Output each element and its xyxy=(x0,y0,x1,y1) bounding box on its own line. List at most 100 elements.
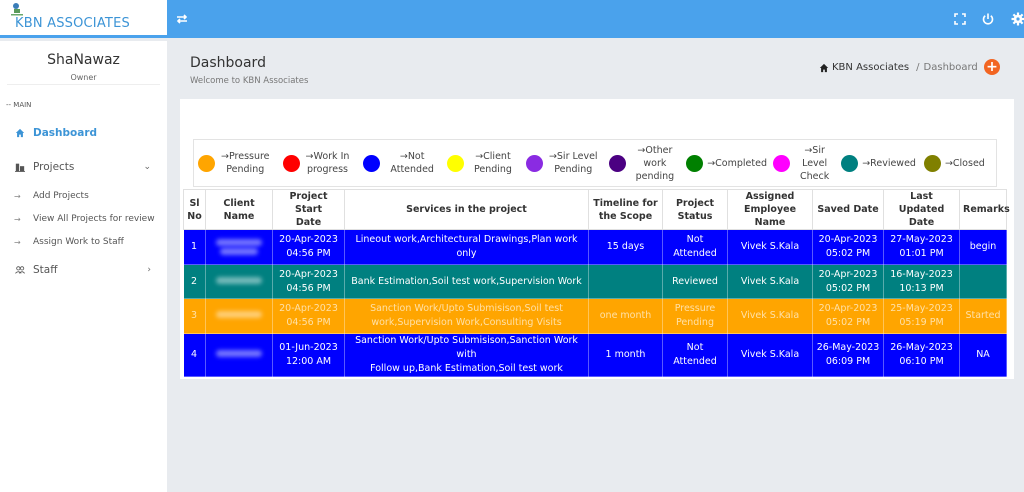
legend-label: →Pressure xyxy=(221,151,270,162)
column-header-project-status[interactable]: Project Status xyxy=(662,189,728,230)
sidebar-item-dashboard[interactable]: Dashboard xyxy=(0,123,167,143)
cell-sl-no: 1 xyxy=(183,229,206,265)
settings-gear-icon[interactable] xyxy=(1011,12,1024,26)
brand-name: KBN ASSOCIATES xyxy=(15,16,130,31)
cell-services: Sanction Work/Upto Submisison,Sanction W… xyxy=(344,333,589,377)
legend-label: →Completed xyxy=(707,157,767,169)
status-legend: →Pressure Pending →Work In progress →Not At… xyxy=(193,139,997,187)
status-dot-icon xyxy=(282,154,300,172)
power-icon[interactable] xyxy=(981,12,995,26)
sidebar-subitem-label: Assign Work to Staff xyxy=(33,237,124,247)
status-dot-icon xyxy=(923,154,941,172)
legend-label: Level xyxy=(802,157,828,169)
column-header-last-updated[interactable]: Last Updated Date xyxy=(883,189,960,230)
sidebar-item-projects[interactable]: Projects ⌄ xyxy=(0,157,167,177)
users-icon xyxy=(14,264,26,276)
cell-services: Bank Estimation,Soil test work,Supervisi… xyxy=(344,264,589,299)
legend-item-sir-level-pending: →Sir Level Pending xyxy=(525,150,598,176)
sidebar-item-staff[interactable]: Staff › xyxy=(0,260,167,280)
status-dot-icon xyxy=(772,154,790,172)
cell-status: Pressure Pending xyxy=(662,298,728,334)
legend-item-other-work-pending: →Other work pending xyxy=(608,144,675,183)
sidebar-subitem-assign-work[interactable]: → Assign Work to Staff xyxy=(0,234,167,250)
add-button[interactable]: + xyxy=(984,59,1000,75)
table-row[interactable]: 1 20-Apr-2023 04:56 PM Lineout work,Archi… xyxy=(183,229,1007,265)
cell-start-date: 20-Apr-2023 04:56 PM xyxy=(272,229,345,265)
page-subtitle: Welcome to KBN Associates xyxy=(190,76,309,86)
legend-item-sir-level-check: →Sir Level Check xyxy=(772,144,830,183)
cell-remarks: Started xyxy=(959,298,1007,334)
cell-saved-date: 26-May-2023 06:09 PM xyxy=(812,333,884,377)
column-header-client-name[interactable]: Client Name xyxy=(205,189,273,230)
legend-item-work-in-progress: →Work In progress xyxy=(282,150,350,176)
fullscreen-icon[interactable] xyxy=(953,12,967,26)
divider xyxy=(7,84,160,85)
legend-label: →Sir xyxy=(804,144,825,156)
cell-sl-no: 3 xyxy=(183,298,206,334)
cell-status: Reviewed xyxy=(662,264,728,299)
legend-item-reviewed: →Reviewed xyxy=(841,154,916,172)
breadcrumb-home-link[interactable]: KBN Associates xyxy=(832,62,910,73)
sidebar-item-label: Staff xyxy=(33,264,58,276)
cell-timeline xyxy=(588,264,663,299)
cell-employee: Vivek S.Kala xyxy=(727,333,813,377)
chevron-right-icon: › xyxy=(147,265,151,275)
cell-client-name-blurred xyxy=(205,229,273,265)
brand-logo-area[interactable]: KBN ASSOCIATES xyxy=(0,0,167,38)
cell-status: Not Attended xyxy=(662,229,728,265)
cell-client-name-blurred xyxy=(205,264,273,299)
table-row[interactable]: 4 01-Jun-2023 12:00 AM Sanction Work/Upto… xyxy=(183,333,1007,377)
column-header-saved-date[interactable]: Saved Date xyxy=(812,189,884,230)
column-header-remarks[interactable]: Remarks xyxy=(959,189,1010,230)
legend-label: progress xyxy=(306,164,348,175)
sidebar-subitem-add-projects[interactable]: → Add Projects xyxy=(0,188,167,204)
sidebar-subitem-label: Add Projects xyxy=(33,191,89,201)
legend-label: →Not xyxy=(399,151,425,162)
table-row[interactable]: 2 20-Apr-2023 04:56 PM Bank Estimation,So… xyxy=(183,264,1007,299)
sidebar-toggle-icon[interactable] xyxy=(175,12,189,26)
home-icon xyxy=(819,63,829,72)
cell-employee: Vivek S.Kala xyxy=(727,229,813,265)
legend-label: →Closed xyxy=(944,157,985,169)
cell-client-name-blurred xyxy=(205,298,273,334)
column-header-assigned-employee[interactable]: Assigned Employee Name xyxy=(727,189,813,230)
status-dot-icon xyxy=(363,154,381,172)
top-navbar xyxy=(0,0,1024,38)
section-label-main: -- MAIN xyxy=(6,101,32,109)
column-header-sl-no[interactable]: Sl No xyxy=(183,189,206,230)
legend-item-not-attended: →Not Attended xyxy=(363,150,434,176)
projects-table: Sl No Client Name Project Start Date Servi… xyxy=(183,189,1010,377)
cell-updated-date: 25-May-2023 05:19 PM xyxy=(883,298,960,334)
status-dot-icon xyxy=(198,154,215,172)
legend-label: pending xyxy=(635,170,675,182)
legend-item-pressure-pending: →Pressure Pending xyxy=(198,150,270,176)
building-icon xyxy=(14,161,26,173)
legend-item-closed: →Closed xyxy=(923,154,985,172)
column-header-project-start-date[interactable]: Project Start Date xyxy=(272,189,345,230)
sidebar-subitem-view-all-projects[interactable]: → View All Projects for review xyxy=(0,211,167,227)
arrow-right-icon: → xyxy=(14,237,21,247)
cell-updated-date: 27-May-2023 01:01 PM xyxy=(883,229,960,265)
logo-icon xyxy=(11,3,23,16)
cell-updated-date: 26-May-2023 06:10 PM xyxy=(883,333,960,377)
cell-updated-date: 16-May-2023 10:13 PM xyxy=(883,264,960,299)
legend-item-client-pending: →Client Pending xyxy=(446,150,512,176)
cell-sl-no: 4 xyxy=(183,333,206,377)
cell-sl-no: 2 xyxy=(183,264,206,299)
table-row[interactable]: 3 20-Apr-2023 04:56 PM Sanction Work/Upto… xyxy=(183,298,1007,334)
cell-start-date: 01-Jun-2023 12:00 AM xyxy=(272,333,345,377)
status-dot-icon xyxy=(608,154,626,172)
legend-label: work xyxy=(643,157,667,169)
cell-timeline: one month xyxy=(588,298,663,334)
user-name: ShaNawaz xyxy=(47,52,120,68)
cell-services: Sanction Work/Upto Submisison,Soil test w… xyxy=(344,298,589,334)
cell-client-name-blurred xyxy=(205,333,273,377)
column-header-services[interactable]: Services in the project xyxy=(344,189,589,230)
home-icon xyxy=(14,127,26,139)
legend-label: Check xyxy=(799,170,830,182)
cell-employee: Vivek S.Kala xyxy=(727,264,813,299)
cell-start-date: 20-Apr-2023 04:56 PM xyxy=(272,298,345,334)
legend-label: →Work In xyxy=(305,151,350,162)
table-header-row: Sl No Client Name Project Start Date Servi… xyxy=(183,189,1010,230)
column-header-timeline[interactable]: Timeline for the Scope xyxy=(588,189,663,230)
